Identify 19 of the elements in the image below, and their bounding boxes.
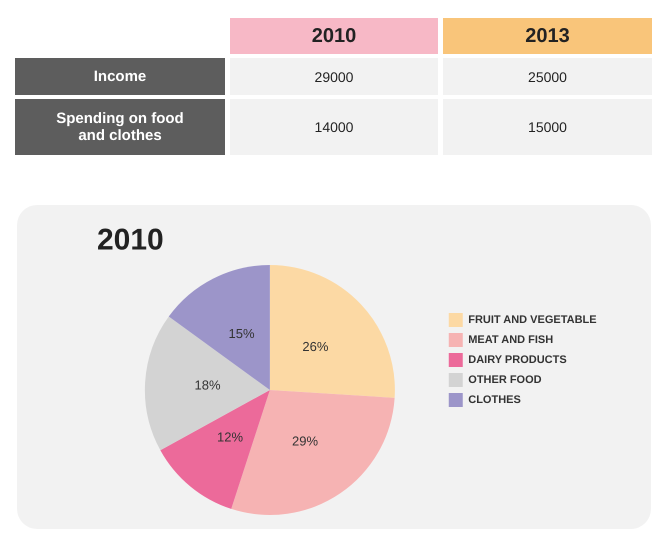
chart-title: 2010: [97, 223, 164, 256]
legend-label: MEAT AND FISH: [468, 334, 554, 346]
data-label: 29%: [292, 433, 318, 448]
data-label: 25000: [443, 58, 652, 95]
series-label: 2010: [230, 18, 438, 54]
data-label: 12%: [217, 430, 244, 445]
legend-label: CLOTHES: [468, 394, 521, 406]
data-label: 15%: [228, 326, 255, 341]
legend-label: OTHER FOOD: [468, 374, 542, 386]
data-label: 15000: [443, 99, 652, 155]
legend-label: DAIRY PRODUCTS: [468, 354, 567, 366]
data-label: 29000: [230, 58, 438, 95]
legend-label: FRUIT AND VEGETABLE: [468, 314, 597, 326]
data-label: 14000: [230, 99, 438, 155]
data-label: 18%: [194, 378, 221, 393]
category-label: Spending on food and clothes: [15, 99, 225, 155]
category-label: Income: [15, 58, 225, 95]
data-label: 26%: [302, 338, 329, 354]
series-label: 2013: [443, 18, 652, 54]
